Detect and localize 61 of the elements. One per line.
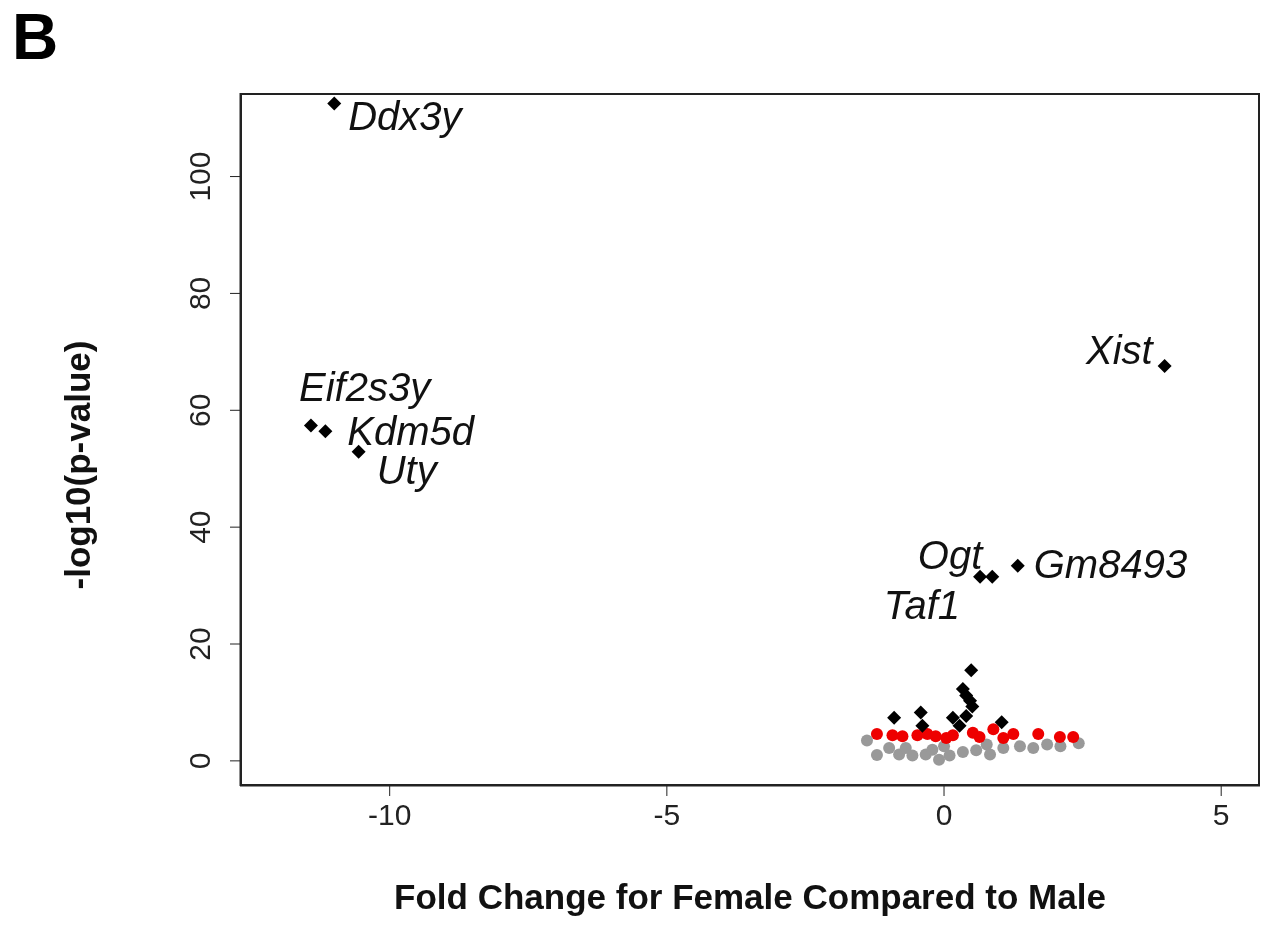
point xyxy=(987,723,1000,736)
y-tick-label: 40 xyxy=(183,510,216,544)
point xyxy=(926,743,939,756)
point xyxy=(899,742,912,755)
point xyxy=(915,718,930,733)
point xyxy=(913,705,928,720)
point xyxy=(943,749,956,762)
point xyxy=(1013,740,1026,753)
annotation: Eif2s3y xyxy=(298,365,434,410)
point xyxy=(959,708,974,723)
point xyxy=(887,710,902,725)
point xyxy=(883,742,896,755)
point xyxy=(318,424,333,439)
x-tick-label: -5 xyxy=(653,798,681,832)
point xyxy=(970,744,983,757)
point xyxy=(896,730,909,743)
point xyxy=(303,418,318,433)
annotation: Ddx3y xyxy=(348,93,465,138)
annotation: Xist xyxy=(1084,327,1155,372)
text: B xyxy=(12,0,59,74)
point xyxy=(327,96,342,111)
point xyxy=(984,748,997,761)
point xyxy=(964,663,979,678)
point xyxy=(985,569,1000,584)
point xyxy=(956,746,969,759)
point xyxy=(945,710,960,725)
point xyxy=(973,730,986,743)
point xyxy=(997,732,1010,745)
point xyxy=(1032,728,1045,740)
y-axis-title: -log10(p-value) xyxy=(58,340,98,590)
point xyxy=(870,728,883,740)
point xyxy=(952,718,967,733)
y-tick-label: 80 xyxy=(183,276,216,311)
point xyxy=(994,715,1009,730)
x-tick-label: 5 xyxy=(1212,798,1230,832)
point xyxy=(860,734,873,747)
point xyxy=(906,749,919,762)
annotation: Taf1 xyxy=(883,582,961,627)
y-tick-label: 100 xyxy=(183,151,216,202)
point xyxy=(1157,358,1172,373)
x-axis-title: Fold Change for Female Compared to Male xyxy=(394,877,1106,916)
point xyxy=(1010,558,1025,573)
point xyxy=(997,742,1010,755)
y-tick-label: 20 xyxy=(183,627,216,661)
x-tick-label: -10 xyxy=(367,798,412,832)
point xyxy=(870,749,883,762)
point xyxy=(351,444,366,459)
point xyxy=(1067,730,1080,743)
point xyxy=(1027,742,1040,755)
point xyxy=(1007,728,1020,740)
y-tick-label: 0 xyxy=(183,752,216,770)
annotation: Gm8493 xyxy=(1033,541,1188,586)
point xyxy=(1053,730,1066,743)
point xyxy=(946,729,959,742)
point xyxy=(929,730,942,743)
point xyxy=(933,753,946,766)
x-tick-label: 0 xyxy=(935,798,953,832)
y-tick-label: 60 xyxy=(183,393,216,427)
point xyxy=(1041,738,1054,751)
point xyxy=(886,729,899,742)
annotation: Ogt xyxy=(917,532,985,577)
